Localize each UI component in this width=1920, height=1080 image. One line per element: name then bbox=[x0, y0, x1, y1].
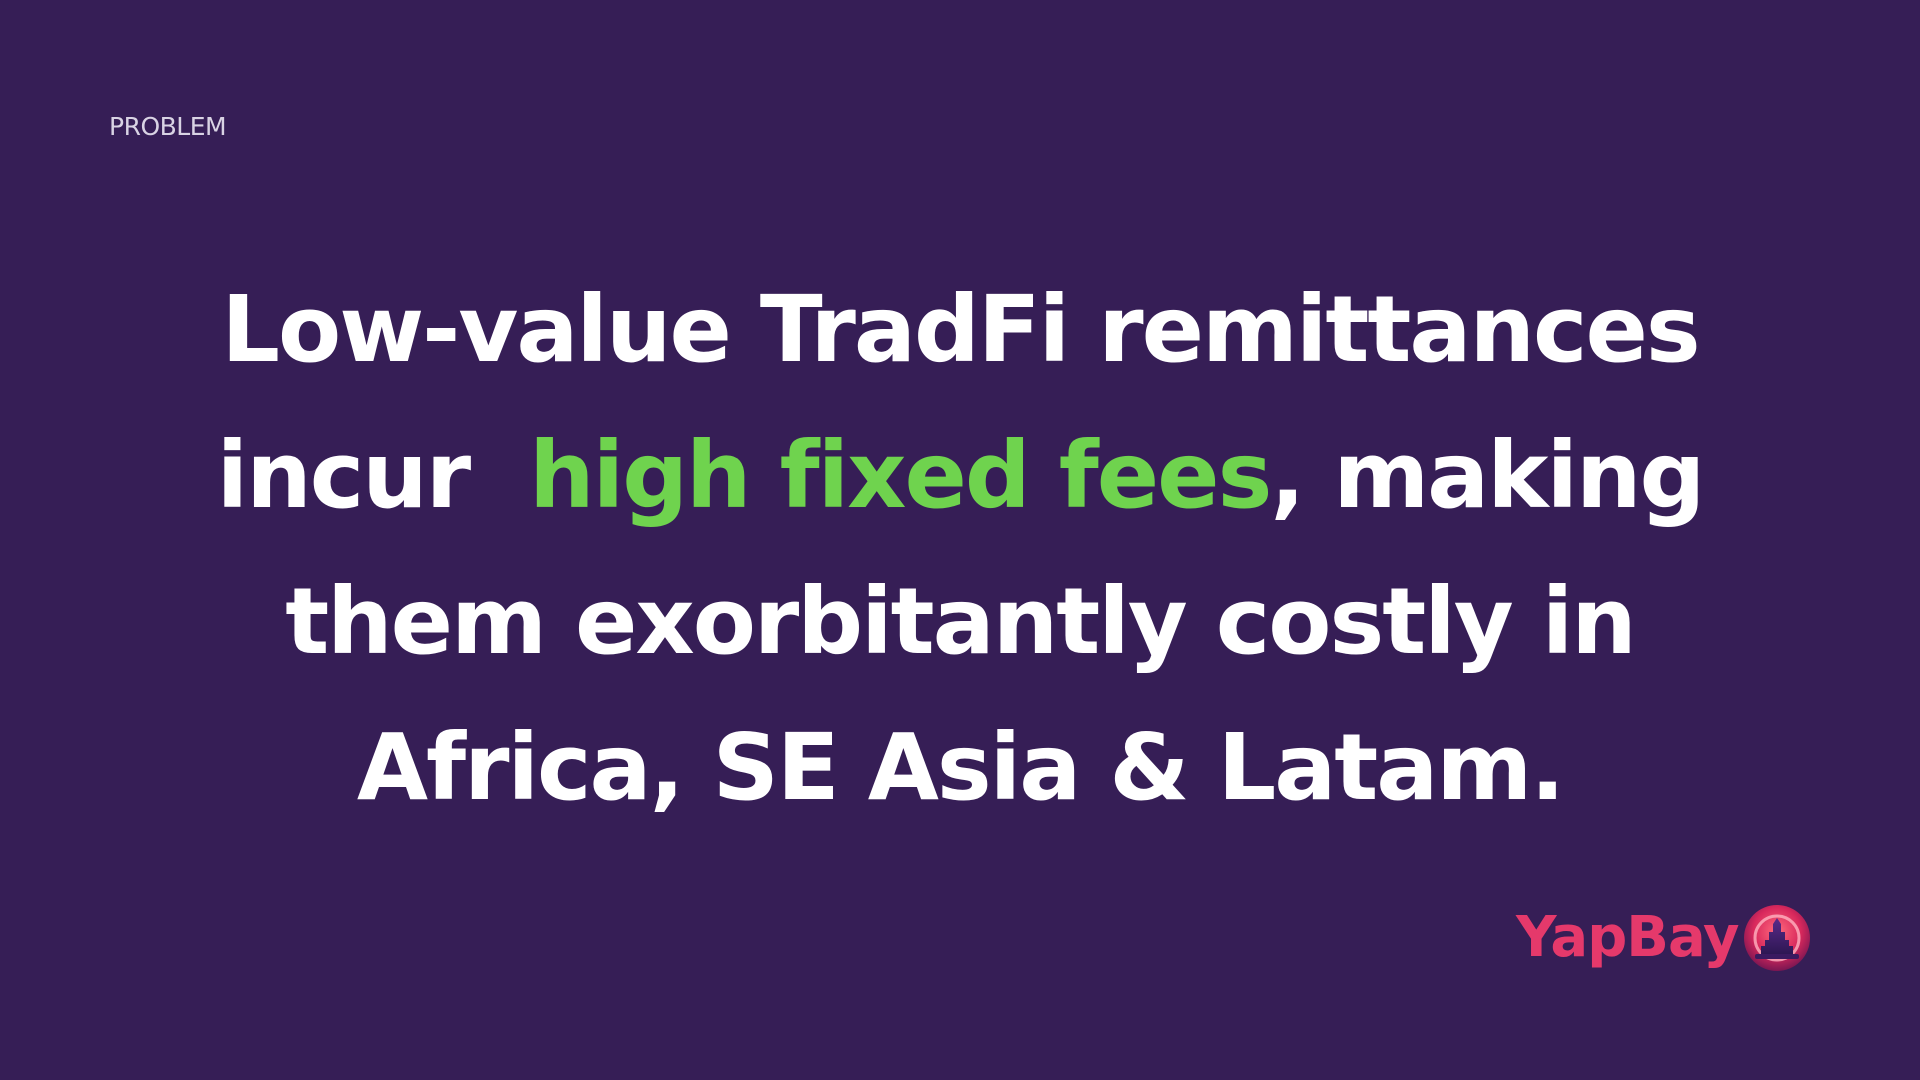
headline-line-2-start: incur bbox=[216, 422, 530, 529]
section-label: PROBLEM bbox=[109, 112, 227, 141]
headline-line-2: incur high fixed fees, making bbox=[0, 403, 1920, 549]
headline-line-3: them exorbitantly costly in bbox=[285, 568, 1637, 675]
yapbay-logo-icon bbox=[1743, 905, 1810, 971]
headline-line-1: Low-value TradFi remittances bbox=[221, 276, 1700, 383]
headline-highlight: high fixed fees bbox=[529, 422, 1272, 529]
headline-line-2-end: , making bbox=[1270, 422, 1705, 529]
headline-line-4: Africa, SE Asia & Latam. bbox=[356, 714, 1565, 821]
brand-name: YapBay bbox=[1516, 905, 1740, 970]
headline: Low-value TradFi remittances incur high … bbox=[0, 257, 1920, 841]
brand-logo-group: YapBay bbox=[1516, 903, 1811, 973]
